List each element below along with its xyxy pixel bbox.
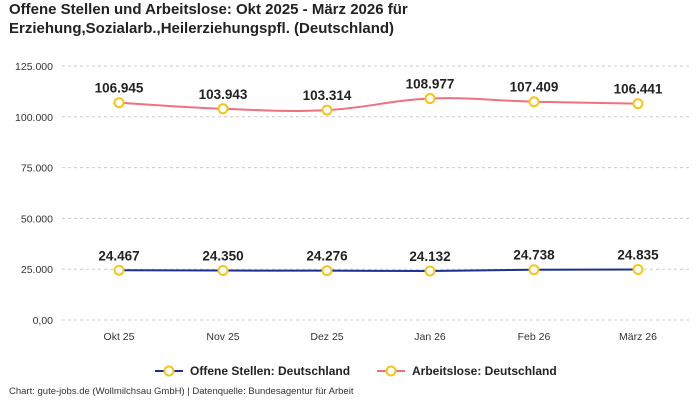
data-label: 103.943 [199, 87, 248, 102]
data-label: 108.977 [406, 77, 455, 92]
data-point [632, 98, 644, 110]
data-label: 24.276 [306, 249, 348, 264]
data-point [217, 265, 229, 277]
legend-item: Offene Stellen: Deutschland [155, 364, 350, 378]
y-tick-label: 75.000 [21, 163, 53, 175]
chart-source-footer: Chart: gute-jobs.de (Wollmilchsau GmbH) … [9, 386, 354, 397]
y-tick-label: 125.000 [15, 61, 53, 73]
series-line [118, 97, 639, 112]
y-tick-label: 50.000 [21, 213, 53, 225]
data-point [528, 96, 540, 108]
data-label: 24.835 [617, 248, 659, 263]
data-point [321, 104, 333, 116]
data-label: 24.132 [409, 249, 450, 264]
data-point [113, 264, 125, 276]
series-line [118, 268, 639, 273]
x-tick-label: Jan 26 [414, 331, 446, 343]
data-point [528, 264, 540, 276]
x-tick-label: Feb 26 [518, 331, 551, 343]
x-tick-label: Okt 25 [104, 331, 135, 343]
y-tick-label: 0,00 [33, 315, 54, 327]
series-group: 24.467 24.350 24.276 24.132 24.738 24.835 106.… [95, 77, 663, 277]
data-point [113, 97, 125, 109]
y-tick-label: 25.000 [21, 264, 53, 276]
data-label: 106.945 [95, 81, 144, 96]
series-arbeitslose: 106.945 103.943 103.314 108.977 107.409 106.4… [95, 77, 663, 116]
data-point [424, 265, 436, 277]
data-label: 24.467 [98, 248, 139, 263]
data-label: 24.738 [513, 248, 555, 263]
data-point [424, 93, 436, 105]
data-label: 107.409 [510, 80, 559, 95]
data-point [321, 265, 333, 277]
legend-marker [385, 365, 397, 377]
chart-title: Offene Stellen und Arbeitslose: Okt 2025… [9, 1, 408, 37]
x-tick-label: Dez 25 [310, 331, 343, 343]
x-tick-label: Nov 25 [206, 331, 239, 343]
data-label: 106.441 [614, 82, 663, 97]
data-label: 24.350 [202, 249, 243, 264]
y-axis: 0,00 25.000 50.000 75.000 100.000 125.000 [15, 61, 53, 327]
data-point [632, 264, 644, 276]
legend-item: Arbeitslose: Deutschland [377, 364, 557, 378]
legend-label: Arbeitslose: Deutschland [412, 364, 557, 378]
legend-marker [163, 365, 175, 377]
y-tick-label: 100.000 [15, 112, 53, 124]
legend: Offene Stellen: Deutschland Arbeitslose: … [155, 364, 557, 378]
series-offene-stellen: 24.467 24.350 24.276 24.132 24.738 24.835 [98, 248, 659, 277]
legend-label: Offene Stellen: Deutschland [190, 364, 350, 378]
data-label: 103.314 [303, 88, 352, 103]
x-axis: Okt 25 Nov 25 Dez 25 Jan 26 Feb 26 März 26 [104, 331, 658, 343]
x-tick-label: März 26 [619, 331, 657, 343]
data-point [217, 103, 229, 115]
